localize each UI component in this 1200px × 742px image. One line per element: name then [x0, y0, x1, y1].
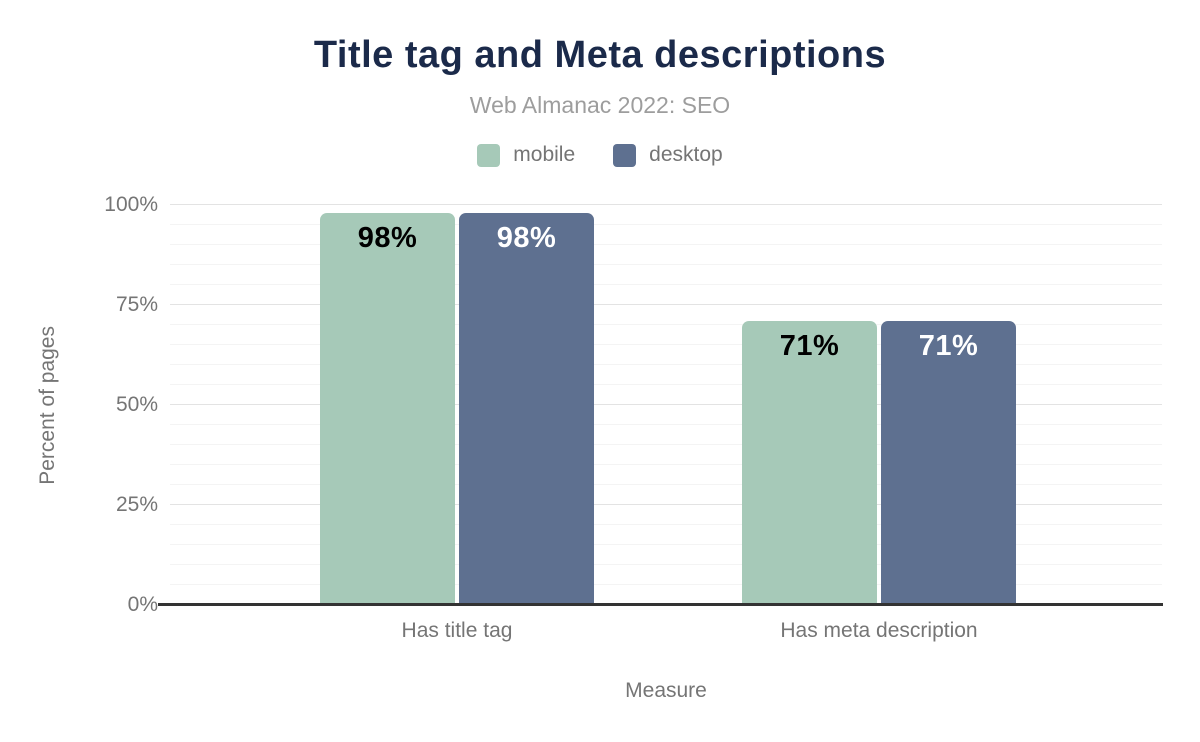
gridline-50 — [170, 404, 1162, 405]
bar-value-label: 98% — [496, 222, 557, 254]
gridline-15 — [170, 544, 1162, 545]
bar-value-label: 71% — [918, 330, 979, 362]
y-tick-label-75: 75% — [115, 293, 158, 316]
gridline-90 — [170, 244, 1162, 245]
gridline-25 — [170, 504, 1162, 505]
plot-area: 98% 98% 71% 71% — [170, 204, 1162, 605]
y-tick-label-100: 100% — [104, 193, 158, 216]
gridline-35 — [170, 464, 1162, 465]
gridline-75 — [170, 304, 1162, 305]
gridline-55 — [170, 384, 1162, 385]
legend: mobile desktop — [0, 143, 1200, 167]
desktop-swatch-icon — [613, 143, 637, 167]
chart-title: Title tag and Meta descriptions — [313, 34, 887, 76]
x-tick-has-meta-description: Has meta description — [780, 619, 978, 642]
gridline-30 — [170, 484, 1162, 485]
bar-desktop-1: 71% — [881, 321, 1016, 605]
bar-value-label: 98% — [357, 222, 418, 254]
mobile-swatch-icon — [477, 143, 501, 167]
bar-value-label: 71% — [779, 330, 840, 362]
gridline-10 — [170, 564, 1162, 565]
x-tick-has-title-tag: Has title tag — [401, 619, 513, 642]
bar-group-has-title-tag: 98% 98% — [320, 205, 594, 605]
bar-mobile-0: 98% — [320, 213, 455, 605]
legend-item-desktop[interactable]: desktop — [613, 143, 723, 167]
legend-label-mobile: mobile — [513, 143, 576, 166]
y-axis-ticks: 0% 25% 50% 75% 100% — [0, 193, 158, 616]
gridline-70 — [170, 324, 1162, 325]
legend-label-desktop: desktop — [649, 143, 723, 166]
gridline-95 — [170, 224, 1162, 225]
gridline-20 — [170, 524, 1162, 525]
gridline-40 — [170, 444, 1162, 445]
x-axis-line — [158, 603, 1163, 606]
y-tick-label-25: 25% — [115, 493, 158, 516]
bar-desktop-0: 98% — [459, 213, 594, 605]
gridline-65 — [170, 344, 1162, 345]
y-tick-label-50: 50% — [115, 393, 158, 416]
gridline-80 — [170, 284, 1162, 285]
bar-mobile-1: 71% — [742, 321, 877, 605]
gridline-100 — [170, 204, 1162, 205]
legend-item-mobile[interactable]: mobile — [477, 143, 575, 167]
chart-subtitle: Web Almanac 2022: SEO — [469, 92, 731, 118]
gridline-85 — [170, 264, 1162, 265]
bar-group-has-meta-description: 71% 71% — [742, 205, 1016, 605]
gridline-60 — [170, 364, 1162, 365]
x-axis-title: Measure — [625, 679, 707, 702]
y-tick-label-0: 0% — [127, 593, 158, 616]
gridline-45 — [170, 424, 1162, 425]
gridline-5 — [170, 584, 1162, 585]
